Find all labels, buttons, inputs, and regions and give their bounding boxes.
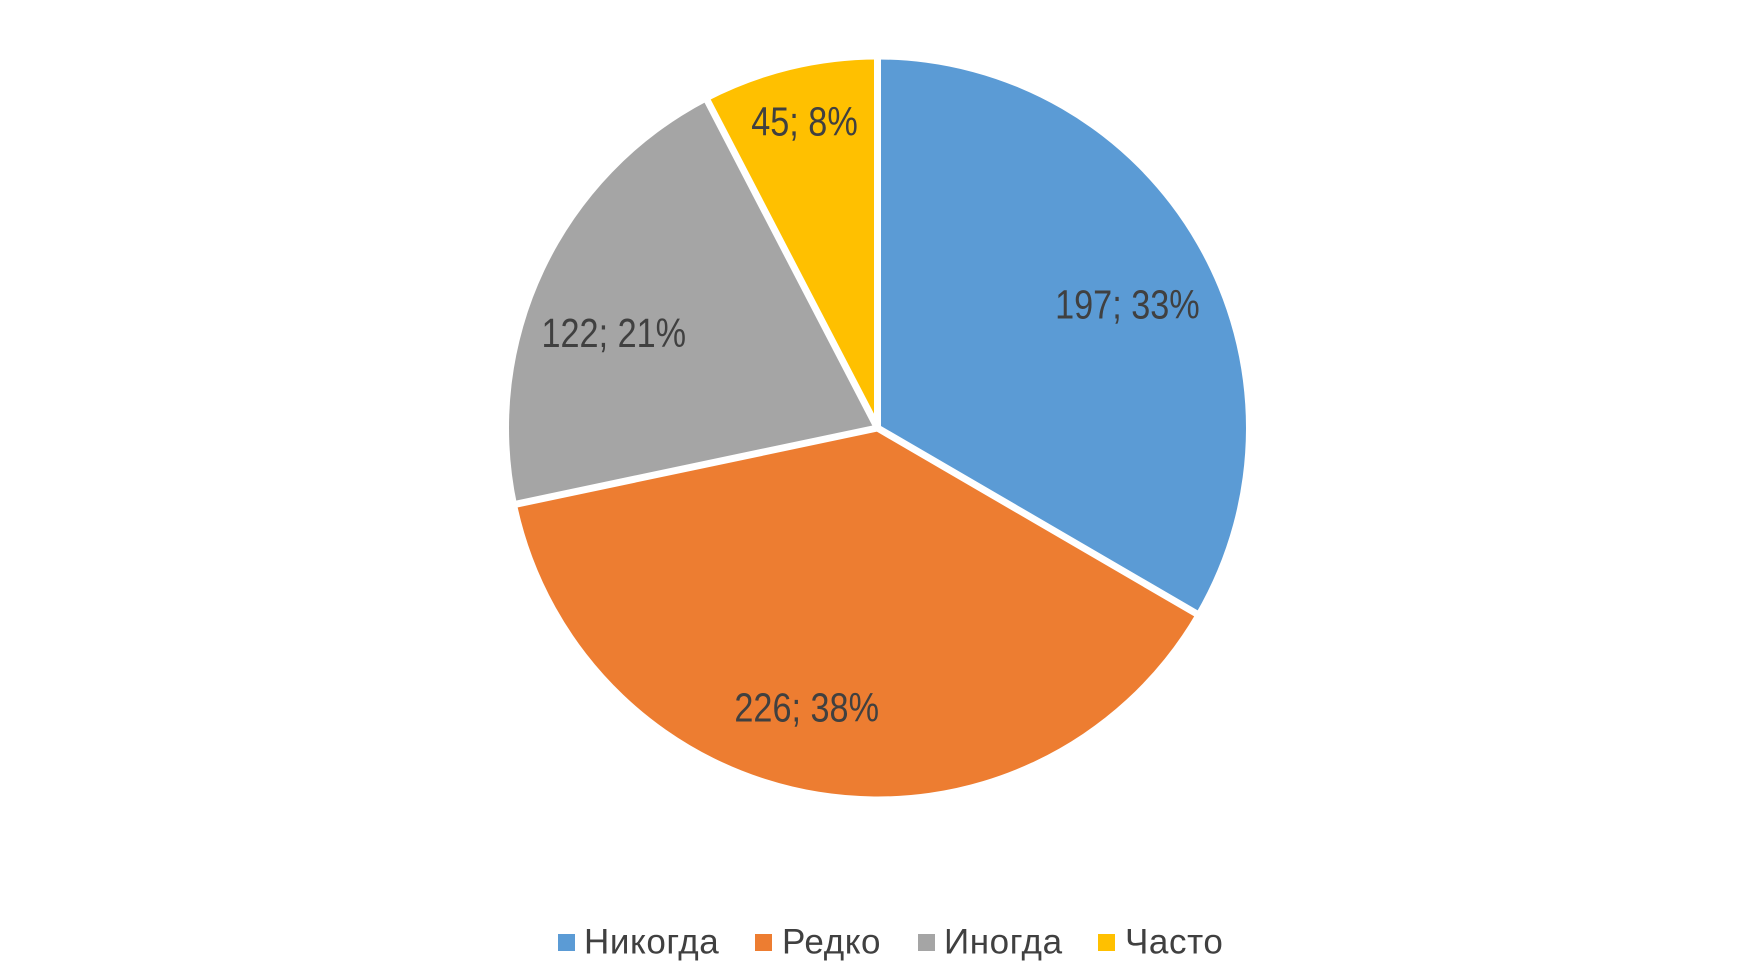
svg-text:45; 8%: 45; 8% — [751, 99, 858, 145]
svg-text:Часто: Часто — [1125, 923, 1223, 962]
svg-text:Редко: Редко — [782, 923, 881, 962]
svg-text:Никогда: Никогда — [584, 923, 719, 962]
svg-text:122; 21%: 122; 21% — [541, 311, 686, 357]
svg-text:Иногда: Иногда — [944, 923, 1063, 962]
svg-text:197; 33%: 197; 33% — [1055, 283, 1200, 329]
svg-text:226; 38%: 226; 38% — [734, 686, 879, 732]
